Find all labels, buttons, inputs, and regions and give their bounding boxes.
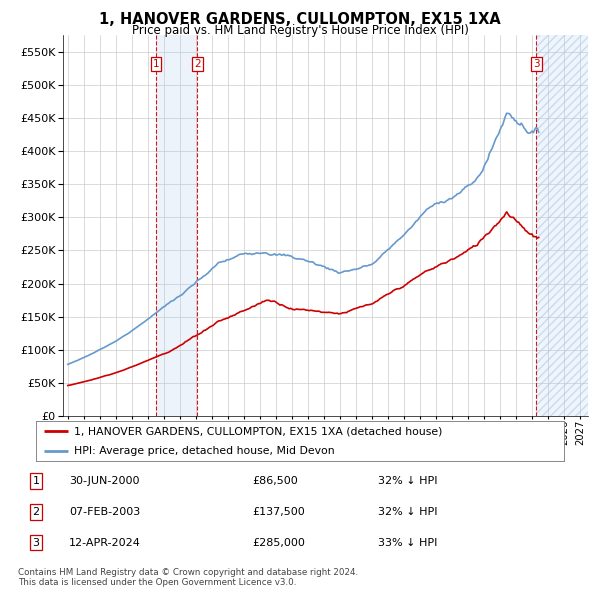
Text: 1: 1 — [32, 476, 40, 486]
Text: 3: 3 — [32, 537, 40, 548]
Text: 1: 1 — [152, 59, 159, 69]
Text: 32% ↓ HPI: 32% ↓ HPI — [378, 507, 437, 517]
Text: HPI: Average price, detached house, Mid Devon: HPI: Average price, detached house, Mid … — [74, 447, 335, 456]
Text: 2: 2 — [194, 59, 201, 69]
Text: 1, HANOVER GARDENS, CULLOMPTON, EX15 1XA (detached house): 1, HANOVER GARDENS, CULLOMPTON, EX15 1XA… — [74, 427, 442, 436]
Text: 30-JUN-2000: 30-JUN-2000 — [69, 476, 139, 486]
Text: 12-APR-2024: 12-APR-2024 — [69, 537, 141, 548]
Bar — [536, 35, 588, 416]
Text: £285,000: £285,000 — [252, 537, 305, 548]
Text: Price paid vs. HM Land Registry's House Price Index (HPI): Price paid vs. HM Land Registry's House … — [131, 24, 469, 37]
Text: Contains HM Land Registry data © Crown copyright and database right 2024.
This d: Contains HM Land Registry data © Crown c… — [18, 568, 358, 587]
Text: 33% ↓ HPI: 33% ↓ HPI — [378, 537, 437, 548]
Text: £86,500: £86,500 — [252, 476, 298, 486]
Bar — [536, 35, 588, 416]
Text: 1, HANOVER GARDENS, CULLOMPTON, EX15 1XA: 1, HANOVER GARDENS, CULLOMPTON, EX15 1XA — [99, 12, 501, 27]
Text: 2: 2 — [32, 507, 40, 517]
Text: 32% ↓ HPI: 32% ↓ HPI — [378, 476, 437, 486]
Text: 07-FEB-2003: 07-FEB-2003 — [69, 507, 140, 517]
Bar — [156, 35, 197, 416]
Text: 3: 3 — [533, 59, 540, 69]
Text: £137,500: £137,500 — [252, 507, 305, 517]
